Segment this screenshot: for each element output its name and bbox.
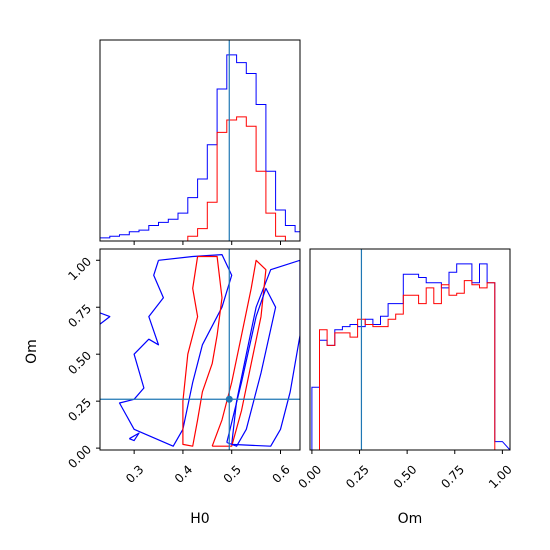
histogram-om-frame xyxy=(309,248,511,451)
y-tick-label: 1.00 xyxy=(65,254,94,283)
x-axis-label: Om xyxy=(398,511,423,527)
truth-marker xyxy=(225,395,233,403)
x-tick-label: 0.3 xyxy=(123,462,146,485)
x-tick-label: 0.00 xyxy=(295,462,324,491)
y-axis-label: Om xyxy=(24,339,40,364)
x-tick-label: 0.4 xyxy=(172,462,195,485)
x-tick-label: 0.50 xyxy=(391,462,420,491)
x-tick-label: 0.75 xyxy=(438,462,467,491)
contour-blue-line xyxy=(226,287,277,447)
contour-red-line xyxy=(211,259,267,447)
y-tick-label: 0.00 xyxy=(65,442,94,471)
histogram-h0-blue-series xyxy=(100,54,300,241)
x-tick-label: 0.25 xyxy=(343,462,372,491)
x-tick-label: 1.00 xyxy=(486,462,515,491)
y-tick-label: 0.25 xyxy=(65,395,94,424)
histogram-h0-frame xyxy=(99,39,301,242)
y-tick-label: 0.50 xyxy=(65,348,94,377)
histogram-om-red-series xyxy=(311,280,510,450)
x-tick-label: 0.6 xyxy=(269,462,292,485)
contour-frame xyxy=(99,248,301,451)
contour-h0-om-panel: 0.3 0.4 0.5 0.6 0.00 0.25 0.50 0.75 1.00 H0 Om xyxy=(24,248,301,527)
histogram-h0-panel xyxy=(99,39,301,245)
x-axis-label: H0 xyxy=(190,511,209,527)
contour-blue-line xyxy=(100,312,111,325)
contour-red-line xyxy=(182,255,223,447)
x-tick-label: 0.5 xyxy=(221,462,244,485)
contour-blue-line xyxy=(129,432,140,442)
histogram-om-panel: 0.00 0.25 0.50 0.75 1.00 Om xyxy=(295,248,515,527)
contour-blue-line xyxy=(231,259,300,447)
y-tick-label: 0.75 xyxy=(65,301,94,330)
histogram-h0-red-series xyxy=(100,116,300,241)
histogram-om-blue-series xyxy=(311,263,510,450)
contour-blue-line xyxy=(118,254,233,447)
